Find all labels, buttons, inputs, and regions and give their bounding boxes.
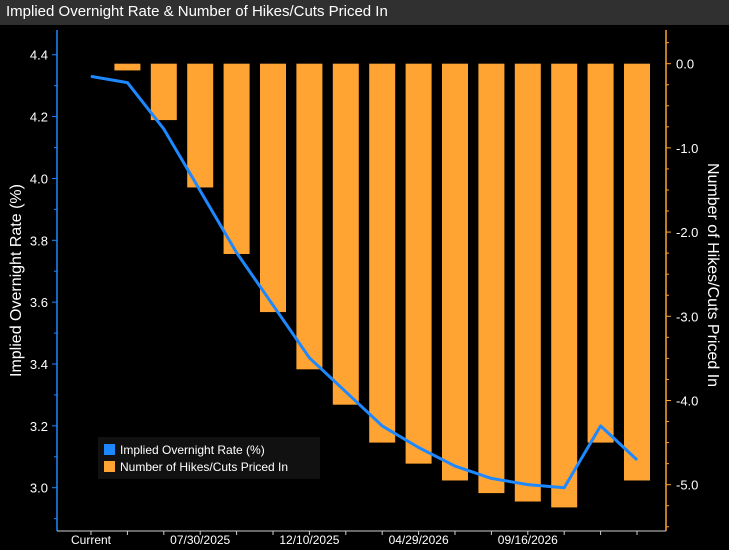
right-tick-label: -1.0 (676, 141, 698, 156)
bar-6 (332, 63, 359, 405)
right-tick-label: -2.0 (676, 225, 698, 240)
rate-point-14 (600, 425, 602, 427)
line-series (90, 74, 639, 490)
rate-point-10 (454, 465, 456, 467)
left-axis-title: Implied Overnight Rate (%) (8, 184, 25, 377)
rate-point-3 (199, 190, 201, 192)
x-tick-label: 12/10/2025 (279, 533, 339, 547)
bar-2 (187, 63, 214, 188)
x-tick-label: Current (71, 533, 112, 547)
bar-4 (260, 63, 286, 313)
bar-12 (551, 63, 578, 508)
bar-11 (514, 63, 541, 502)
right-tick-label: -3.0 (676, 309, 698, 324)
x-tick-label: 09/16/2026 (498, 533, 558, 547)
left-tick-label: 3.4 (30, 357, 48, 372)
rate-point-8 (381, 425, 383, 427)
rate-line (90, 74, 639, 490)
legend-swatch-line (104, 444, 115, 455)
left-tick-label: 4.2 (30, 110, 48, 125)
right-tick-label: -5.0 (676, 478, 698, 493)
rate-point-2 (163, 128, 165, 130)
rate-point-0 (90, 75, 92, 77)
bar-7 (369, 63, 396, 443)
bar-13 (587, 63, 614, 443)
left-tick-label: 3.6 (30, 295, 48, 310)
legend-swatch-bar (104, 461, 115, 472)
x-tick-label: 04/29/2026 (389, 533, 449, 547)
rate-point-13 (563, 487, 565, 489)
left-tick-label: 3.8 (30, 233, 48, 248)
legend-box (98, 437, 320, 479)
rate-point-1 (126, 82, 128, 84)
legend-label-line: Implied Overnight Rate (%) (120, 443, 265, 457)
rate-point-6 (308, 357, 310, 359)
rate-point-12 (527, 484, 529, 486)
left-tick-label: 3.2 (30, 419, 48, 434)
axes: 3.0 3.2 3.4 3.6 3.8 4.0 4.2 4.4 0.0 -1.0 -2.0 -3.0 -… (8, 30, 721, 547)
rate-point-5 (272, 304, 274, 306)
rate-point-15 (636, 459, 638, 461)
bar-series (114, 63, 650, 508)
bar-10 (478, 63, 505, 494)
bar-1 (150, 63, 177, 121)
left-tick-label: 4.4 (30, 48, 48, 63)
right-axis-title: Number of Hikes/Cuts Priced In (704, 163, 721, 387)
rate-point-4 (236, 252, 238, 254)
bar-14 (624, 63, 650, 481)
rate-point-9 (418, 447, 420, 448)
left-tick-label: 3.0 (30, 481, 48, 496)
x-tick-label: 07/30/2025 (170, 533, 230, 547)
bar-5 (296, 63, 323, 370)
chart-title-bar: Implied Overnight Rate & Number of Hikes… (0, 0, 729, 25)
rate-point-11 (490, 477, 492, 479)
right-tick-label: 0.0 (676, 57, 694, 72)
bar-8 (405, 63, 432, 464)
left-tick-label: 4.0 (30, 171, 48, 186)
rate-point-7 (345, 391, 347, 393)
bar-3 (223, 63, 250, 254)
legend-label-bar: Number of Hikes/Cuts Priced In (120, 460, 288, 474)
bar-9 (442, 63, 468, 481)
right-tick-label: -4.0 (676, 393, 698, 408)
legend: Implied Overnight Rate (%) Number of Hike… (98, 437, 320, 479)
chart-title: Implied Overnight Rate & Number of Hikes… (6, 3, 388, 20)
bar-0 (114, 63, 141, 71)
